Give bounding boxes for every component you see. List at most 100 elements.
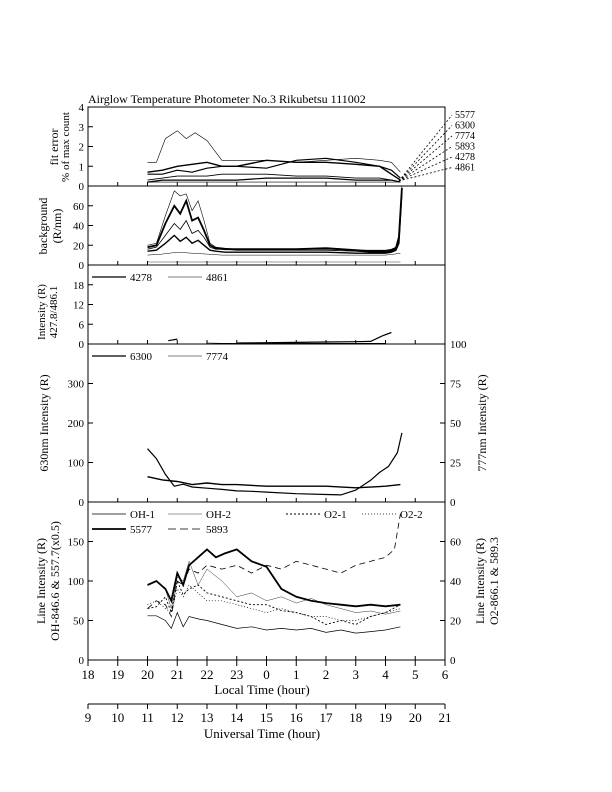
series-background-bg-4 [147, 191, 403, 254]
background-ylabel-1: background [36, 198, 50, 255]
blue-y-tick-label: 0 [79, 339, 85, 351]
red-y-right-tick-label: 0 [450, 497, 456, 509]
universal-time-tick-label: 11 [141, 710, 154, 725]
local-time-tick-label: 18 [82, 667, 95, 682]
red-intensity-panel-frame [87, 343, 446, 503]
fit-error-leader-line [398, 114, 453, 182]
blue-y-tick-label: 12 [73, 300, 84, 312]
local-time-tick-label: 1 [293, 667, 300, 682]
legend-label-7774: 7774 [206, 351, 229, 363]
fit-error-leader-line [398, 125, 453, 182]
blue-y-tick-label: 6 [79, 319, 85, 331]
red-y-left-tick-label: 0 [79, 497, 85, 509]
red-y-right-tick-label: 25 [450, 458, 462, 470]
background-y-tick-label: 20 [73, 240, 85, 252]
series-background-bg-2 [147, 187, 403, 253]
lines-y-right-tick-label: 0 [450, 655, 456, 667]
lines-y-right-tick-label: 20 [450, 616, 462, 628]
fit-error-fan-label: 7774 [455, 131, 475, 142]
lines-ylabel-right-1: Line Intensity (R) [473, 538, 487, 624]
series-red-6300 [147, 432, 403, 496]
lines-y-left-tick-label: 0 [79, 655, 85, 667]
universal-time-tick-label: 16 [290, 710, 304, 725]
universal-time-axis-label: Universal Time (hour) [204, 726, 320, 741]
universal-time-tick-label: 19 [379, 710, 392, 725]
fit-error-ylabel-2: % of max count [60, 112, 72, 182]
red-ylabel-right: 777nm Intensity (R) [475, 374, 489, 471]
series-blue-4278-seg [168, 338, 178, 342]
legend-label-4861: 4861 [206, 272, 228, 284]
local-time-tick-label: 6 [442, 667, 449, 682]
series-red-7774 [147, 476, 401, 489]
legend-label-oh2: OH-2 [206, 509, 231, 521]
local-time-tick-label: 4 [382, 667, 389, 682]
series-background-bg-3 [147, 189, 403, 253]
fit-error-y-tick-label: 2 [79, 142, 85, 154]
fit-error-leader-line [398, 146, 453, 182]
series-lines-5893 [147, 584, 401, 621]
legend-label-oh1: OH-1 [130, 509, 155, 521]
universal-time-tick-label: 13 [201, 710, 214, 725]
legend-label-o21: O2-1 [324, 509, 347, 521]
background-panel-frame [87, 185, 446, 266]
red-ylabel-left: 630nm Intensity (R) [37, 374, 51, 471]
lines-ylabel-left-1: Line Intensity (R) [34, 538, 48, 624]
red-y-right-tick-label: 100 [450, 339, 467, 351]
figure-title: Airglow Temperature Photometer No.3 Riku… [88, 92, 366, 106]
universal-time-tick-label: 9 [85, 710, 92, 725]
local-time-tick-label: 5 [412, 667, 419, 682]
fit-error-y-tick-label: 3 [79, 122, 85, 134]
legend-label-5577: 5577 [130, 524, 153, 536]
series-lines-5577 [147, 548, 401, 608]
lines-ylabel-left-2: OH-846.6 & 557.7(x0.5) [48, 521, 62, 641]
universal-time-tick-label: 12 [171, 710, 184, 725]
red-y-left-tick-label: 200 [68, 418, 85, 430]
universal-time-tick-label: 14 [230, 710, 244, 725]
local-time-tick-label: 2 [323, 667, 330, 682]
fit-error-leader-line [398, 156, 453, 182]
lines-legend: OH-1 OH-2 O2-1 O2-2 5577 5893 [92, 509, 423, 536]
universal-time-tick-label: 21 [439, 710, 452, 725]
red-y-right-tick-label: 50 [450, 418, 462, 430]
background-y-tick-label: 0 [79, 260, 85, 272]
series-fit_error-7774 [147, 159, 401, 181]
series-fit_error-4278 [147, 177, 401, 183]
local-time-tick-label: 22 [201, 667, 214, 682]
fit-error-y-tick-label: 1 [79, 161, 85, 173]
red-y-right-tick-label: 75 [450, 379, 462, 391]
background-ylabel-2: (R/nm) [50, 209, 64, 244]
universal-time-tick-label: 15 [260, 710, 273, 725]
blue-ylabel-1: Intensity (R) [36, 284, 48, 340]
lines-y-left-tick-label: 50 [73, 616, 85, 628]
series-lines-oh-1 [147, 611, 401, 634]
series-lines-o2-2 [147, 513, 401, 618]
blue-legend: 4278 4861 [92, 272, 228, 284]
universal-time-tick-label: 20 [409, 710, 422, 725]
red-y-left-tick-label: 300 [68, 379, 85, 391]
fit-error-y-tick-label: 0 [79, 181, 85, 193]
local-time-tick-label: 0 [263, 667, 270, 682]
series-background-bg-5 [147, 251, 401, 256]
lines-y-right-tick-label: 40 [450, 576, 462, 588]
background-y-tick-label: 40 [73, 221, 85, 233]
local-time-axis-label: Local Time (hour) [214, 682, 309, 697]
series-lines-oh-2 [147, 560, 401, 615]
fit-error-ylabel-1: fit error [47, 129, 61, 166]
background-y-tick-label: 60 [73, 201, 85, 213]
legend-label-o22: O2-2 [400, 509, 423, 521]
series-fit_error-5893 [147, 173, 401, 183]
lines-y-left-tick-label: 150 [68, 537, 85, 549]
lines-y-left-tick-label: 100 [68, 576, 85, 588]
fit-error-y-tick-label: 4 [79, 102, 85, 114]
red-y-left-tick-label: 100 [68, 458, 85, 470]
lines-ylabel-right-2: O2-866.1 & 589.3 [487, 537, 501, 625]
legend-label-6300: 6300 [130, 351, 153, 363]
local-time-tick-label: 23 [230, 667, 243, 682]
fit-error-fan-label: 4278 [455, 152, 475, 163]
series-lines-o2-1 [147, 579, 401, 625]
red-legend: 6300 7774 [92, 351, 229, 363]
fit-error-fan-label: 5577 [455, 110, 475, 121]
local-time-tick-label: 21 [171, 667, 184, 682]
local-time-tick-label: 3 [353, 667, 360, 682]
series-fit_error-5577 [147, 130, 401, 173]
